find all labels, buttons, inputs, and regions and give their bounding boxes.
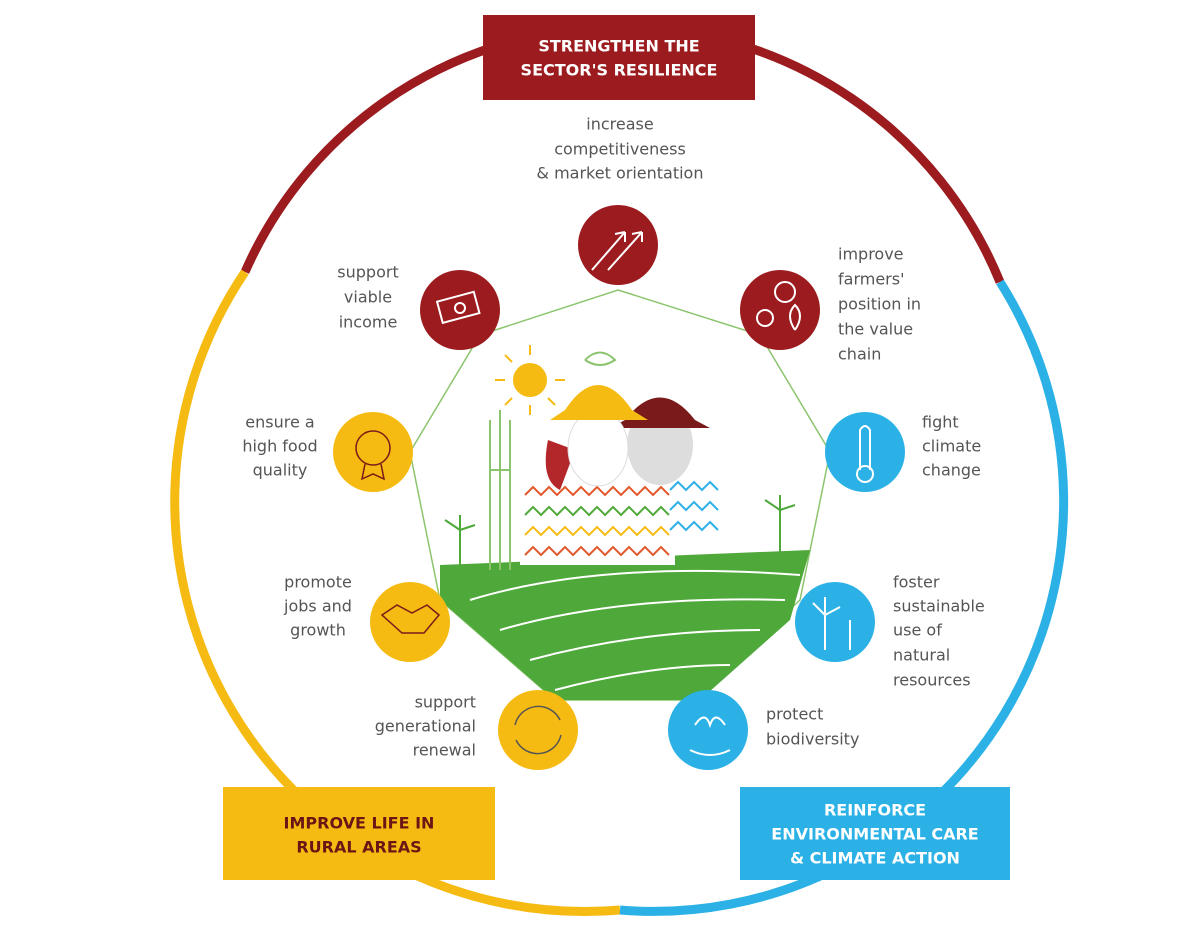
objective-label: improve [838,245,904,264]
objective-label: protect [766,705,823,724]
objective-label: climate [922,437,981,456]
pillar-title: RURAL AREAS [296,838,421,857]
objective-label: viable [344,288,392,307]
objective-label: high food [242,437,317,456]
diagram: STRENGTHEN THE SECTOR'S RESILIENCE IMPRO… [0,0,1202,944]
objective-label: fight [922,413,959,432]
objective-label: increase [586,115,653,134]
pillar-box [223,787,495,880]
objective-label: natural [893,646,950,665]
pillar-title: SECTOR'S RESILIENCE [521,61,718,80]
pillar-title: IMPROVE LIFE IN [284,814,435,833]
objective-label: chain [838,345,881,364]
objective-label: resources [893,671,971,690]
objective-label: renewal [413,741,476,760]
objective-label: growth [290,621,346,640]
objective-label: ensure a [245,413,314,432]
pillar-box [483,15,755,100]
objective-label: generational [375,717,476,736]
objective-label: jobs and [283,597,352,616]
pillar-title: STRENGTHEN THE [538,37,699,56]
objective-label: biodiversity [766,730,859,749]
objective-label: & market orientation [537,164,704,183]
page: STRENGTHEN THE SECTOR'S RESILIENCE IMPRO… [0,0,1202,944]
objective-label: support [337,263,398,282]
objective-label: competitiveness [554,140,686,159]
objective-label: foster [893,573,940,592]
objective-label: the value [838,320,913,339]
objective-label: support [415,693,476,712]
pillar-title: & CLIMATE ACTION [790,849,960,868]
objective-label: promote [284,573,352,592]
objective-label: sustainable [893,597,985,616]
objective-label: income [339,313,398,332]
pillar-title: ENVIRONMENTAL CARE [771,825,978,844]
objective-label: farmers' [838,270,904,289]
objective-label: position in [838,295,921,314]
objective-label: change [922,461,981,480]
objective-label: use of [893,621,942,640]
objective-label: quality [253,461,308,480]
pillar-title: REINFORCE [824,801,926,820]
